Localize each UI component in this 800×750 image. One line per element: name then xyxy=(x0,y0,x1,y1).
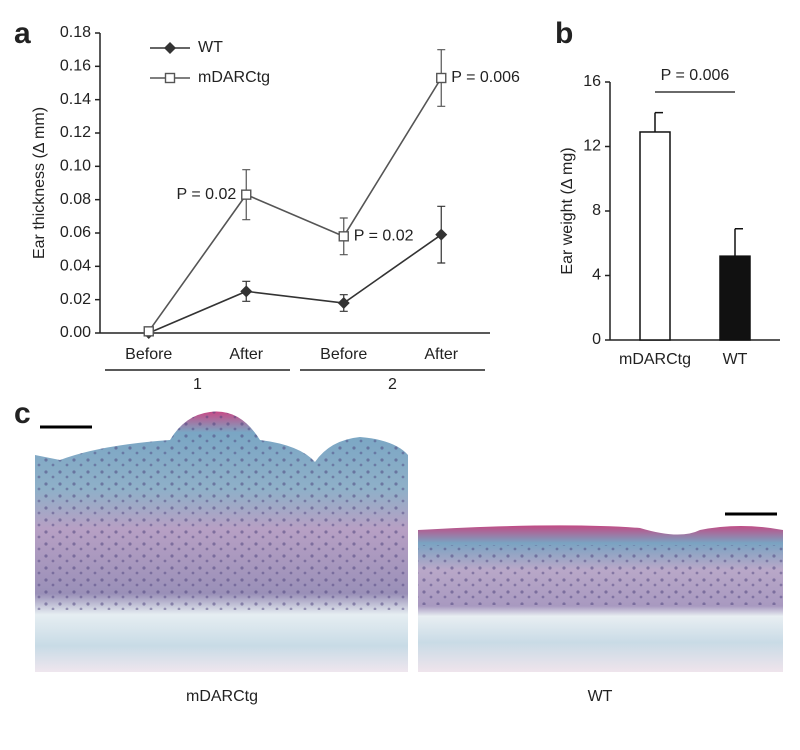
marker xyxy=(338,231,349,242)
y-tick-label: 8 xyxy=(592,202,601,219)
y-tick-label: 12 xyxy=(583,138,601,155)
y-tick-label: 0.06 xyxy=(60,224,91,241)
x-tick-label: Before xyxy=(320,346,367,363)
annotation: P = 0.02 xyxy=(176,186,236,203)
legend-label: mDARCtg xyxy=(198,69,270,86)
marker xyxy=(143,326,154,337)
image-label: mDARCtg xyxy=(186,688,258,705)
legend-marker xyxy=(164,42,176,54)
y-tick-label: 0.08 xyxy=(60,191,91,208)
series-line xyxy=(148,77,442,332)
annotation: P = 0.02 xyxy=(354,228,414,245)
x-tick-label: WT xyxy=(723,351,748,368)
bar xyxy=(719,255,751,341)
group-label: 2 xyxy=(388,376,397,393)
histology-texture xyxy=(35,411,408,610)
panel-label: a xyxy=(14,17,31,50)
y-tick-label: 0.18 xyxy=(60,24,91,41)
x-tick-label: Before xyxy=(125,346,172,363)
histology-texture xyxy=(418,545,783,605)
legend-marker xyxy=(164,72,176,84)
y-axis-label: Ear weight (Δ mg) xyxy=(559,147,576,274)
marker xyxy=(337,297,350,309)
y-tick-label: 0.14 xyxy=(60,91,91,108)
y-tick-label: 4 xyxy=(592,267,601,284)
group-label: 1 xyxy=(193,376,202,393)
annotation: P = 0.006 xyxy=(451,69,520,86)
marker xyxy=(241,189,252,200)
y-tick-label: 0.12 xyxy=(60,124,91,141)
marker xyxy=(435,228,448,241)
y-tick-label: 16 xyxy=(583,73,601,90)
y-tick-label: 0.00 xyxy=(60,324,91,341)
x-tick-label: mDARCtg xyxy=(619,351,691,368)
bar xyxy=(639,131,671,341)
y-tick-label: 0 xyxy=(592,331,601,348)
panel-label: c xyxy=(14,397,31,430)
panel-label: b xyxy=(555,17,573,50)
plots: a Ear thickness (Δ mm) 0.00 0.02 0.04 0.06 0.0… xyxy=(14,17,780,393)
marker xyxy=(436,72,447,84)
marker xyxy=(240,285,253,298)
y-tick-label: 0.04 xyxy=(60,258,91,275)
annotation: P = 0.006 xyxy=(661,67,730,84)
panel-c: c mDARCtg WT xyxy=(14,397,783,705)
y-tick-label: 0.10 xyxy=(60,158,91,175)
y-tick-label: 0.02 xyxy=(60,291,91,308)
x-tick-label: After xyxy=(424,346,458,363)
y-tick-label: 0.16 xyxy=(60,58,91,75)
x-tick-label: After xyxy=(229,346,263,363)
image-label: WT xyxy=(588,688,613,705)
y-axis-label: Ear thickness (Δ mm) xyxy=(31,107,48,259)
legend-label: WT xyxy=(198,39,223,56)
series-line xyxy=(148,234,442,334)
